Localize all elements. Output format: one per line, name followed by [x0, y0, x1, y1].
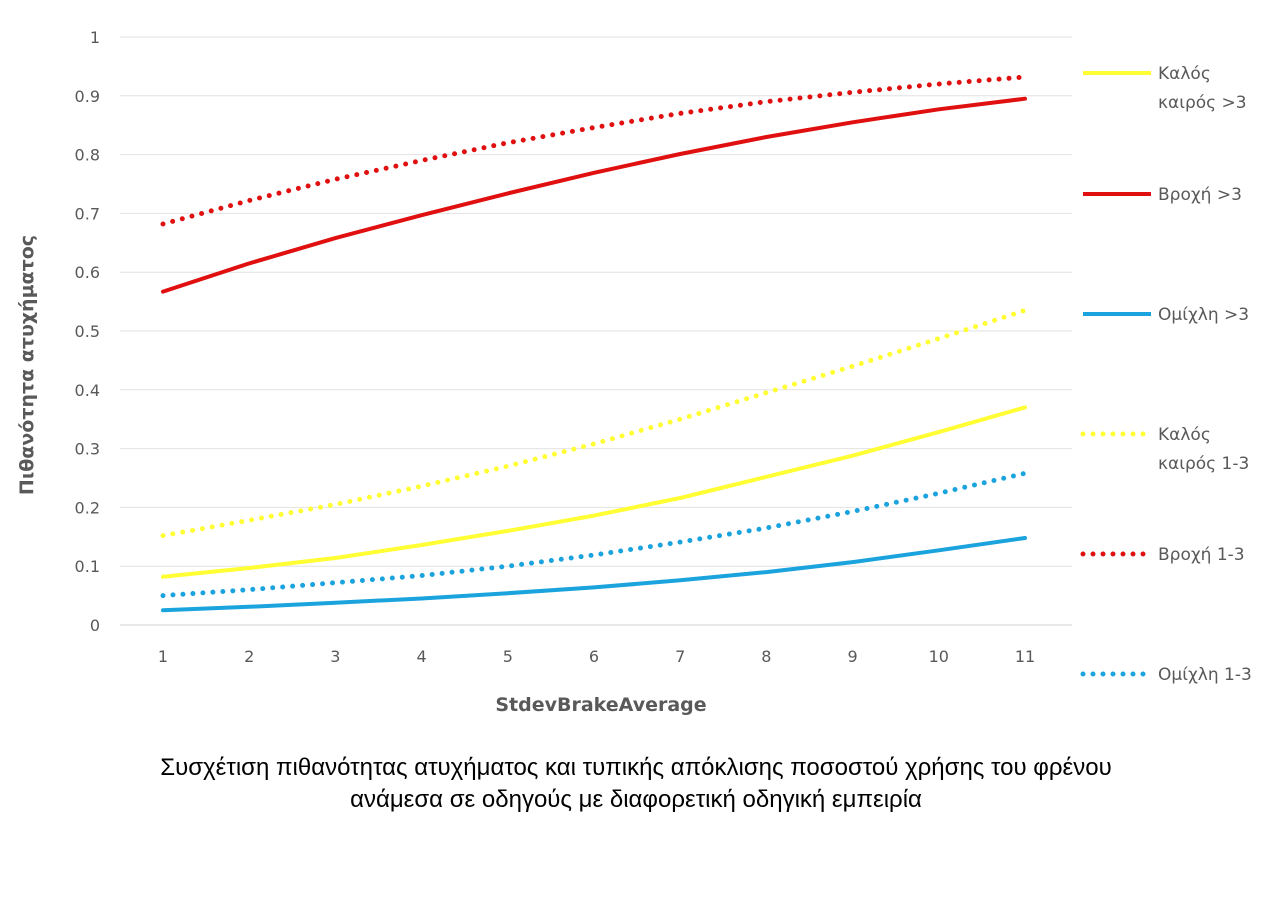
y-tick-label: 0.6 [75, 263, 100, 282]
y-tick-label: 0.2 [75, 498, 100, 517]
y-tick-label: 0.3 [75, 440, 100, 459]
y-tick-label: 0.8 [75, 146, 100, 165]
legend-label: Καλός καιρός 1-3 [1158, 425, 1249, 474]
series-line [160, 307, 1028, 539]
y-tick-label: 0 [90, 616, 100, 635]
x-tick-label: 11 [1015, 647, 1035, 666]
x-tick-label: 5 [503, 647, 513, 666]
legend-label: Καλός καιρός >3 [1158, 64, 1247, 113]
x-axis-tick-labels: 1 2 3 4 5 6 7 8 9 10 11 [158, 647, 1035, 666]
x-tick-label: 7 [675, 647, 685, 666]
x-tick-label: 3 [330, 647, 340, 666]
x-tick-label: 9 [848, 647, 858, 666]
y-tick-label: 0.4 [75, 381, 100, 400]
gridlines [120, 36, 1072, 626]
caption-line-2: ανάμεσα σε οδηγούς με διαφορετική οδηγικ… [350, 786, 922, 813]
x-axis-title: StdevBrakeAverage [495, 694, 706, 716]
legend-label: Ομίχλη 1-3 [1158, 665, 1252, 685]
series-line [160, 74, 1028, 227]
x-tick-label: 1 [158, 647, 168, 666]
figure-caption: Συσχέτιση πιθανότητας ατυχήματος και τυπ… [0, 752, 1272, 816]
x-tick-label: 4 [417, 647, 427, 666]
legend-label: Βροχή 1-3 [1158, 545, 1245, 565]
x-tick-label: 2 [244, 647, 254, 666]
series-line [160, 470, 1028, 599]
x-tick-label: 10 [929, 647, 949, 666]
y-tick-label: 1 [90, 28, 100, 47]
series-lines [160, 74, 1028, 613]
series-line [161, 405, 1027, 579]
legend-label: Βροχή >3 [1158, 185, 1242, 205]
y-tick-label: 0.9 [75, 87, 100, 106]
y-tick-label: 0.1 [75, 557, 100, 576]
series-line [161, 96, 1027, 294]
caption-line-1: Συσχέτιση πιθανότητας ατυχήματος και τυπ… [160, 754, 1112, 781]
y-tick-label: 0.5 [75, 322, 100, 341]
legend: Καλός καιρός >3 Βροχή >3 Ομίχλη >3 Καλός καιρ… [1080, 64, 1252, 685]
y-axis-tick-labels: 0 0.1 0.2 0.3 0.4 0.5 0.6 0.7 0.8 0.9 1 [75, 28, 100, 635]
legend-label: Ομίχλη >3 [1158, 305, 1249, 325]
y-tick-label: 0.7 [75, 204, 100, 223]
y-axis-title: Πιθανότητα ατυχήματος [16, 235, 38, 495]
x-tick-label: 8 [761, 647, 771, 666]
x-tick-label: 6 [589, 647, 599, 666]
series-line [161, 536, 1027, 613]
